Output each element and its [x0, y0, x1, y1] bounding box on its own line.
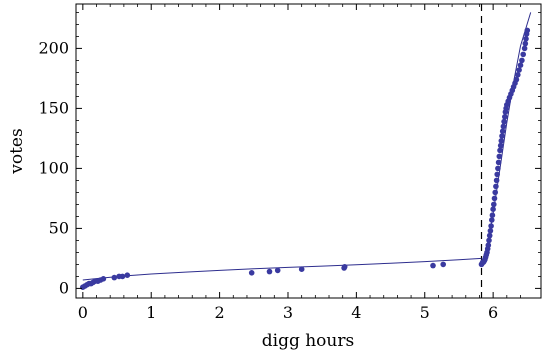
data-point	[100, 276, 107, 282]
y-tick-layer: 0 50 100 150 200	[38, 11, 541, 297]
data-point	[494, 171, 501, 178]
y-tick-label: 0	[59, 278, 69, 297]
data-point	[523, 36, 529, 42]
x-tick-label: 0	[78, 303, 88, 322]
data-point	[499, 128, 506, 134]
data-point	[111, 274, 118, 281]
data-point	[430, 262, 436, 269]
data-point	[495, 159, 502, 166]
y-tick-label: 100	[38, 158, 69, 177]
y-tick-label: 150	[38, 98, 69, 117]
data-point	[486, 237, 492, 244]
data-point	[440, 261, 447, 268]
y-tick-label: 50	[49, 218, 69, 237]
data-point	[491, 195, 498, 202]
data-point	[488, 223, 494, 229]
data-point	[493, 177, 500, 184]
data-point	[490, 206, 496, 212]
data-point	[499, 133, 505, 139]
data-point	[520, 51, 526, 58]
data-point	[487, 228, 494, 234]
data-point	[491, 201, 497, 208]
x-tick-label: 3	[283, 303, 293, 322]
data-point	[298, 266, 305, 273]
x-tick-label: 5	[420, 303, 430, 322]
data-point	[513, 76, 520, 83]
fit-curve-layer	[82, 12, 532, 281]
data-point	[492, 189, 499, 196]
x-tick-label: 1	[146, 303, 156, 322]
x-tick-label: 2	[215, 303, 225, 322]
data-point	[274, 267, 281, 274]
data-point	[516, 67, 522, 73]
data-point	[521, 45, 528, 52]
data-point	[496, 153, 503, 160]
data-point	[515, 72, 521, 78]
data-point	[498, 138, 505, 144]
data-point	[124, 272, 131, 279]
data-point	[495, 165, 501, 172]
plot-frame	[75, 3, 542, 299]
data-point-layer	[80, 27, 531, 291]
x-axis-label: digg hours	[262, 331, 354, 351]
data-point	[519, 57, 525, 64]
data-point	[119, 273, 126, 280]
data-point	[266, 268, 273, 275]
data-point	[489, 217, 495, 223]
data-point	[341, 264, 348, 270]
data-point	[522, 40, 529, 47]
data-point	[501, 118, 507, 125]
x-tick-label: 4	[351, 303, 361, 322]
data-point	[517, 62, 524, 68]
data-point	[497, 147, 503, 154]
y-tick-label: 200	[38, 38, 69, 57]
fit-curve-1	[82, 257, 482, 281]
data-point	[497, 142, 504, 149]
y-axis-label: votes	[7, 128, 27, 174]
data-point	[248, 270, 255, 276]
data-point	[489, 212, 496, 218]
data-point	[485, 242, 492, 248]
x-tick-layer: 0 1 2 3 4 5 6	[78, 4, 521, 322]
data-point	[486, 232, 493, 239]
data-point	[524, 27, 531, 34]
x-tick-label: 6	[488, 303, 498, 322]
data-point	[500, 123, 507, 130]
data-point	[493, 183, 499, 190]
data-point	[502, 114, 508, 120]
